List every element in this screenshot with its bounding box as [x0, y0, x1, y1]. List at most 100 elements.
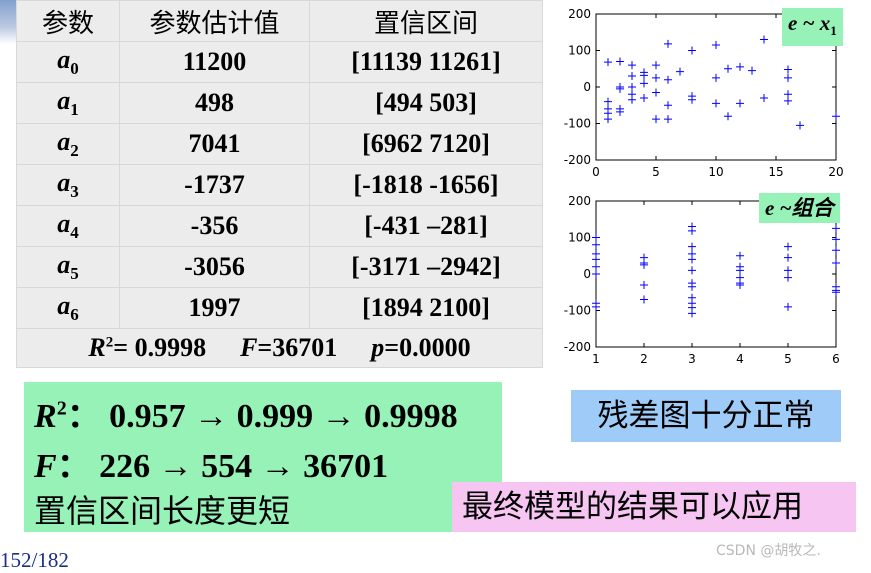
- x-tick-label: 15: [768, 165, 783, 179]
- residual-note-box: 残差图十分正常: [571, 390, 841, 442]
- residual-point: [640, 71, 648, 80]
- residual-point: [616, 84, 624, 93]
- param-estimate: -3056: [119, 246, 310, 288]
- residual-point: [604, 115, 612, 124]
- plot-frame: [595, 200, 837, 348]
- residual-point: [652, 115, 660, 124]
- x-tick-label: 6: [832, 352, 840, 366]
- residual-point: [592, 233, 600, 242]
- table-row: a1 498 [494 503]: [16, 82, 543, 124]
- residual-point: [664, 101, 672, 110]
- residual-point: [832, 224, 840, 233]
- green-conclusion-box: R2： 0.957 → 0.999 → 0.9998 F： 226 → 554 …: [24, 382, 502, 532]
- x-tick-label: 3: [688, 352, 696, 366]
- residual-point: [736, 99, 744, 108]
- residual-point: [688, 95, 696, 104]
- residual-point: [832, 112, 840, 121]
- table-row: a4 -356 [-431 –281]: [16, 205, 543, 247]
- residual-point: [784, 253, 792, 262]
- residual-point: [688, 226, 696, 235]
- residual-plot-combination: 1 2 3 4 5 6 200 100 0 -100 -200: [564, 194, 840, 366]
- residual-point: [784, 73, 792, 82]
- residual-point: [616, 57, 624, 66]
- table-row: a0 11200 [11139 11261]: [16, 41, 543, 83]
- summary-f: F=36701: [240, 333, 338, 362]
- residual-point: [592, 255, 600, 264]
- residual-point: [724, 64, 732, 73]
- final-model-box: [452, 482, 856, 532]
- y-tick-label: 200: [568, 194, 591, 208]
- residual-point: [688, 282, 696, 291]
- param-estimate: 7041: [119, 123, 310, 165]
- parameter-table: 参数 参数估计值 置信区间 a0 11200 [11139 11261] a1 498[…: [16, 0, 543, 368]
- residual-point: [688, 309, 696, 318]
- residual-point: [628, 61, 636, 70]
- residual-point: [664, 39, 672, 48]
- param-symbol: a6: [16, 287, 120, 329]
- param-interval: [-1818 -1656]: [309, 164, 543, 206]
- x-tick-label: 2: [640, 352, 648, 366]
- params-table: 参数 参数估计值 置信区间 a0 11200 [11139 11261] a1 498[…: [16, 0, 543, 368]
- y-tick-label: -100: [564, 304, 591, 318]
- f-progression: F： 226 → 554 → 36701: [34, 448, 389, 485]
- param-interval: [11139 11261]: [309, 41, 543, 83]
- residual-point: [784, 242, 792, 251]
- residual-point: [640, 280, 648, 289]
- residual-point: [688, 266, 696, 275]
- residual-point: [784, 273, 792, 282]
- residual-point: [796, 121, 804, 130]
- residual-point: [688, 255, 696, 264]
- residual-point: [604, 58, 612, 67]
- x-tick-label: 5: [784, 352, 792, 366]
- param-interval: [-3171 –2942]: [309, 246, 543, 288]
- residual-point: [688, 242, 696, 251]
- residual-point: [784, 96, 792, 105]
- residual-point: [640, 93, 648, 102]
- plot-label-x1: e ~ x1: [782, 8, 843, 47]
- y-tick-label: -100: [564, 117, 591, 131]
- residual-point: [628, 72, 636, 81]
- residual-point: [652, 61, 660, 70]
- param-interval: [1894 2100]: [309, 287, 543, 329]
- param-symbol: a4: [16, 205, 120, 247]
- residual-point: [736, 266, 744, 275]
- residual-point: [832, 235, 840, 244]
- param-symbol: a0: [16, 41, 120, 83]
- residual-point: [592, 262, 600, 271]
- watermark: CSDN @胡牧之.: [716, 543, 821, 559]
- header-interval: 置信区间: [309, 0, 543, 42]
- residual-point: [760, 35, 768, 44]
- param-symbol: a5: [16, 246, 120, 288]
- residual-point: [640, 260, 648, 269]
- y-tick-label: 100: [568, 44, 591, 58]
- y-tick-label: 0: [583, 267, 591, 281]
- residual-point: [736, 280, 744, 289]
- table-body: a0 11200 [11139 11261] a1 498 [494 503] a2 7041…: [16, 41, 543, 329]
- y-tick-label: 200: [568, 7, 591, 21]
- x-tick-label: 4: [736, 352, 744, 366]
- residual-point: [640, 295, 648, 304]
- r2-progression: R2： 0.957 → 0.999 → 0.9998: [34, 397, 458, 435]
- x-tick-label: 0: [592, 165, 600, 179]
- residual-point: [664, 115, 672, 124]
- param-interval: [6962 7120]: [309, 123, 543, 165]
- plot-label-combination: e ~组合: [759, 193, 840, 223]
- residual-point: [616, 107, 624, 116]
- residual-point: [652, 88, 660, 97]
- residual-point: [592, 240, 600, 249]
- residual-point: [688, 46, 696, 55]
- table-row: a2 7041 [6962 7120]: [16, 123, 543, 165]
- residual-point: [748, 66, 756, 75]
- residual-point: [724, 112, 732, 121]
- param-estimate: 11200: [119, 41, 310, 83]
- final-model-text: 最终模型的结果可以应用: [462, 489, 803, 525]
- residual-point: [712, 41, 720, 50]
- residual-point: [652, 73, 660, 82]
- x-tick-label: 10: [708, 165, 723, 179]
- residual-point: [628, 95, 636, 104]
- param-estimate: -1737: [119, 164, 310, 206]
- x-tick-label: 1: [592, 352, 600, 366]
- y-tick-label: 100: [568, 231, 591, 245]
- residual-point: [592, 270, 600, 278]
- corner-decoration: [0, 0, 16, 44]
